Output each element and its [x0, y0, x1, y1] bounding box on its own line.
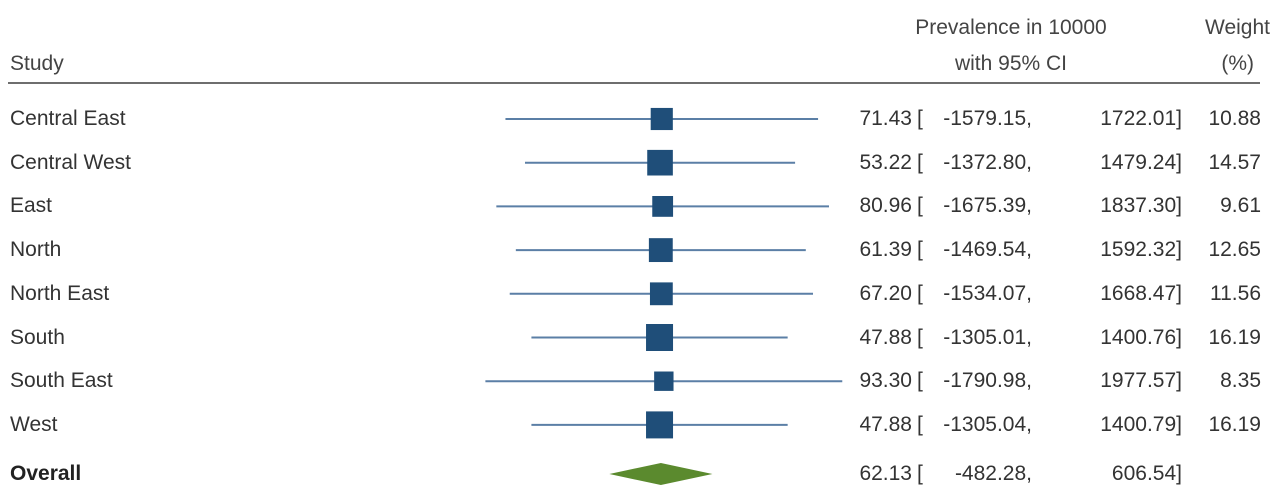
estimate-marker: [648, 238, 673, 263]
bracket-open: [: [917, 462, 923, 485]
ci-upper-value: 1479.24]: [1100, 150, 1182, 174]
estimate-marker: [646, 324, 674, 351]
overall-diamond: [609, 463, 713, 485]
bracket-open: [: [917, 150, 923, 174]
estimate-value: 71.43: [859, 107, 912, 130]
estimate-value: 53.22: [859, 150, 912, 174]
bracket-open: [: [917, 281, 923, 305]
bracket-open: [: [917, 107, 923, 130]
ci-lower-value: -1469.54,: [943, 238, 1032, 262]
header-study: Study: [10, 52, 64, 75]
study-label: Central East: [10, 107, 126, 130]
ci-lower-value: -1790.98,: [943, 369, 1032, 393]
estimate-marker: [649, 282, 673, 306]
weight-value: 10.88: [1208, 107, 1261, 130]
ci-lower-value: -1305.04,: [943, 412, 1032, 436]
weight-value: 14.57: [1208, 150, 1261, 174]
weight-value: 9.61: [1220, 194, 1261, 218]
overall-estimate-value: 62.13: [859, 462, 912, 485]
ci-lower-value: -1372.80,: [943, 150, 1032, 174]
estimate-value: 47.88: [859, 412, 912, 436]
estimate-value: 80.96: [859, 194, 912, 218]
study-label: North: [10, 238, 62, 262]
weight-value: 16.19: [1208, 412, 1261, 436]
weight-value: 11.56: [1210, 281, 1261, 305]
header-effect-line1: Prevalence in 10000: [915, 16, 1107, 39]
study-label: North East: [10, 281, 110, 305]
ci-lower-value: -1579.15,: [943, 107, 1032, 130]
ci-upper-value: 1400.76]: [1100, 325, 1182, 349]
bracket-open: [: [917, 412, 923, 436]
ci-lower-value: -1305.01,: [943, 325, 1032, 349]
study-label: South East: [10, 369, 113, 393]
ci-lower-value: -1675.39,: [943, 194, 1032, 218]
ci-upper-value: 1722.01]: [1100, 107, 1182, 130]
ci-lower-value: -1534.07,: [943, 281, 1032, 305]
estimate-value: 93.30: [859, 369, 912, 393]
overall-ci-upper-value: 606.54]: [1111, 462, 1182, 485]
estimate-marker: [646, 411, 674, 439]
header-weight-line1: Weight: [1205, 16, 1270, 39]
header-rule: [8, 82, 1260, 84]
overall-label: Overall: [10, 462, 82, 485]
estimate-marker: [647, 149, 673, 176]
estimate-marker: [650, 107, 673, 131]
estimate-marker: [652, 195, 674, 217]
bracket-open: [: [917, 238, 923, 262]
estimate-value: 61.39: [859, 238, 912, 262]
header-effect-line2: with 95% CI: [954, 52, 1068, 75]
bracket-open: [: [917, 325, 923, 349]
ci-upper-value: 1668.47]: [1100, 281, 1182, 305]
weight-value: 16.19: [1208, 325, 1261, 349]
ci-upper-value: 1592.32]: [1100, 238, 1182, 262]
ci-upper-value: 1977.57]: [1100, 369, 1182, 393]
bracket-open: [: [917, 194, 923, 218]
study-label: South: [10, 325, 65, 349]
weight-value: 8.35: [1220, 369, 1261, 393]
header-weight-line2: (%): [1221, 52, 1254, 75]
estimate-marker: [654, 371, 674, 391]
study-label: Central West: [10, 150, 131, 174]
estimate-value: 47.88: [859, 325, 912, 349]
overall-ci-lower-value: -482.28,: [954, 462, 1032, 485]
bracket-open: [: [917, 369, 923, 393]
study-label: West: [10, 412, 58, 436]
weight-value: 12.65: [1208, 238, 1261, 262]
ci-upper-value: 1400.79]: [1100, 412, 1182, 436]
study-label: East: [10, 194, 53, 218]
ci-upper-value: 1837.30]: [1100, 194, 1182, 218]
estimate-value: 67.20: [859, 281, 912, 305]
